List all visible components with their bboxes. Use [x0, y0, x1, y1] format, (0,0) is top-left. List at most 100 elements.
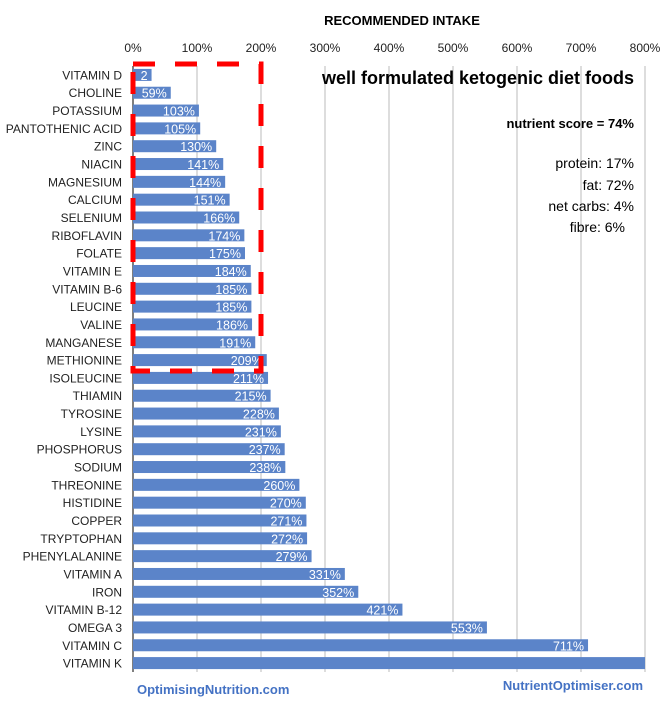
category-label: MANGANESE	[45, 336, 122, 350]
bar	[133, 140, 217, 153]
data-label: 166%	[203, 212, 235, 226]
category-label: VITAMIN C	[62, 639, 122, 653]
data-label: 59%	[142, 87, 167, 101]
category-label: PHOSPHORUS	[37, 443, 122, 457]
data-label: 141%	[187, 158, 219, 172]
data-label: 184%	[215, 265, 247, 279]
fibre-annotation: fibre: 6%	[570, 219, 625, 235]
data-label: 270%	[270, 497, 302, 511]
category-label: VITAMIN B-12	[46, 603, 123, 617]
bar	[133, 550, 312, 563]
bar	[133, 336, 256, 349]
bar	[133, 158, 224, 171]
bar	[133, 425, 281, 438]
category-label: IRON	[92, 585, 122, 599]
category-label: METHIONINE	[47, 354, 122, 368]
bar	[133, 264, 251, 277]
bar	[133, 514, 307, 527]
bar	[133, 318, 253, 331]
data-label: 105%	[164, 122, 196, 136]
data-label: 174%	[208, 229, 240, 243]
x-tick-label: 500%	[438, 41, 469, 55]
category-label: ISOLEUCINE	[49, 371, 122, 385]
data-label: 279%	[276, 550, 308, 564]
bar	[133, 603, 403, 616]
bar	[133, 86, 171, 99]
bar	[133, 247, 245, 260]
data-label: 185%	[215, 283, 247, 297]
bar	[133, 496, 306, 509]
bar	[133, 122, 201, 135]
data-label: 130%	[180, 140, 212, 154]
bar	[133, 407, 279, 420]
data-label: 231%	[245, 425, 277, 439]
nutrient-score: nutrient score = 74%	[506, 116, 634, 131]
data-label: 209%	[231, 354, 263, 368]
data-label: 2	[141, 69, 148, 83]
category-label: TYROSINE	[61, 407, 122, 421]
category-label: NIACIN	[81, 158, 122, 172]
bar	[133, 567, 345, 580]
bar	[133, 478, 300, 491]
data-label: 352%	[322, 586, 354, 600]
data-label: 191%	[219, 336, 251, 350]
x-tick-label: 100%	[182, 41, 213, 55]
highlight-box	[130, 61, 264, 374]
category-label: PHENYLALANINE	[23, 550, 122, 564]
category-label: FOLATE	[76, 247, 122, 261]
category-label: TRYPTOPHAN	[40, 532, 122, 546]
data-label: 186%	[216, 318, 248, 332]
bar	[133, 389, 271, 402]
category-label: PANTOTHENIC ACID	[6, 122, 123, 136]
category-label: COPPER	[71, 514, 122, 528]
x-tick-label: 700%	[566, 41, 597, 55]
net-carbs-annotation: net carbs: 4%	[548, 198, 634, 214]
data-label: 260%	[263, 479, 295, 493]
bar	[133, 639, 589, 652]
bar	[133, 621, 487, 634]
x-tick-label: 800%	[630, 41, 661, 55]
category-label: THREONINE	[51, 478, 122, 492]
category-label: VITAMIN K	[63, 657, 122, 671]
data-label: 238%	[249, 461, 281, 475]
protein-annotation: protein: 17%	[555, 155, 634, 171]
category-label: VITAMIN B-6	[52, 282, 122, 296]
x-tick-label: 0%	[124, 41, 142, 55]
bar	[133, 229, 245, 242]
category-label: ZINC	[94, 140, 122, 154]
data-label: 175%	[209, 247, 241, 261]
bar	[133, 282, 252, 295]
category-label: VALINE	[80, 318, 122, 332]
bar	[133, 68, 152, 81]
x-tick-label: 400%	[374, 41, 405, 55]
category-label: HISTIDINE	[63, 496, 122, 510]
category-label: MAGNESIUM	[48, 175, 122, 189]
bar	[133, 104, 199, 117]
category-label: LYSINE	[80, 425, 122, 439]
x-tick-label: 600%	[502, 41, 533, 55]
category-label: RIBOFLAVIN	[52, 229, 122, 243]
data-label: 215%	[235, 390, 267, 404]
bar	[133, 371, 269, 384]
footer-right-link[interactable]: NutrientOptimiser.com	[503, 678, 643, 693]
footer-left-link[interactable]: OptimisingNutrition.com	[137, 682, 289, 697]
category-label: CHOLINE	[69, 86, 122, 100]
x-tick-label: 200%	[246, 41, 277, 55]
category-label: VITAMIN E	[63, 264, 122, 278]
x-tick-label: 300%	[310, 41, 341, 55]
data-label: 103%	[163, 105, 195, 119]
bar	[133, 532, 308, 545]
bar	[133, 657, 645, 670]
data-label: 553%	[451, 621, 483, 635]
chart-title: well formulated ketogenic diet foods	[321, 68, 634, 88]
category-label: VITAMIN D	[62, 68, 122, 82]
category-label: CALCIUM	[68, 193, 122, 207]
category-label: SELENIUM	[61, 211, 122, 225]
data-label: 711%	[553, 639, 584, 653]
category-label: SODIUM	[74, 461, 122, 475]
bar	[133, 461, 286, 474]
category-label: POTASSIUM	[52, 104, 122, 118]
data-label: 331%	[309, 568, 341, 582]
bar	[133, 354, 267, 367]
